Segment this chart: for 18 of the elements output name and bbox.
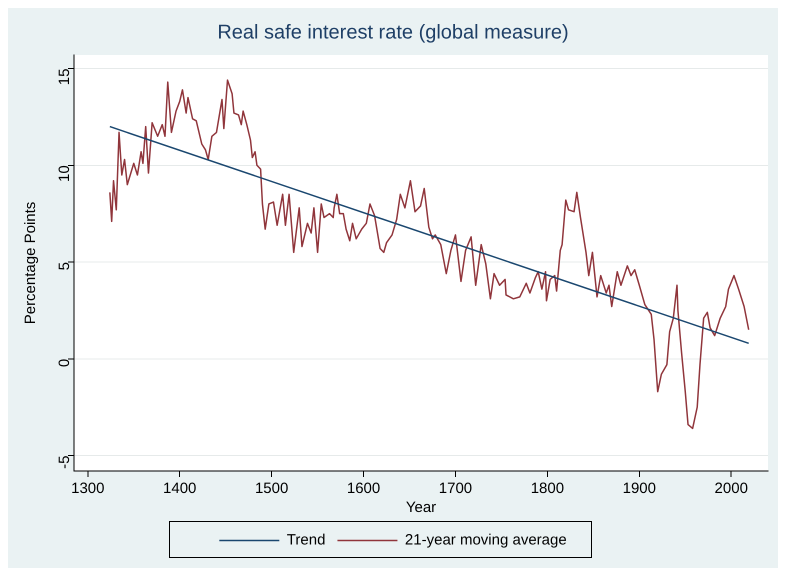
x-tick-label: 1300	[71, 480, 104, 498]
y-tick-label: 0	[56, 358, 74, 368]
y-tick-label: 10	[56, 165, 74, 182]
x-axis-title: Year	[406, 499, 436, 516]
legend-label: Trend	[286, 532, 326, 549]
x-tick-label: 1500	[254, 480, 288, 498]
x-tick-label: 1700	[438, 480, 472, 498]
chart-title: Real safe interest rate (global measure)	[217, 22, 569, 44]
x-tick-label: 1800	[530, 480, 564, 498]
y-axis-title: Percentage Points	[22, 202, 40, 324]
x-tick-label: 2000	[714, 480, 748, 498]
x-tick-label: 1400	[163, 480, 196, 498]
x-tick-label: 1900	[622, 480, 656, 498]
y-tick-label: 15	[56, 68, 74, 86]
x-tick-label: 1600	[346, 480, 380, 498]
legend-label: 21-year moving average	[404, 532, 567, 549]
y-tick-label: 5	[56, 262, 74, 270]
y-tick-label: -5	[56, 456, 74, 469]
